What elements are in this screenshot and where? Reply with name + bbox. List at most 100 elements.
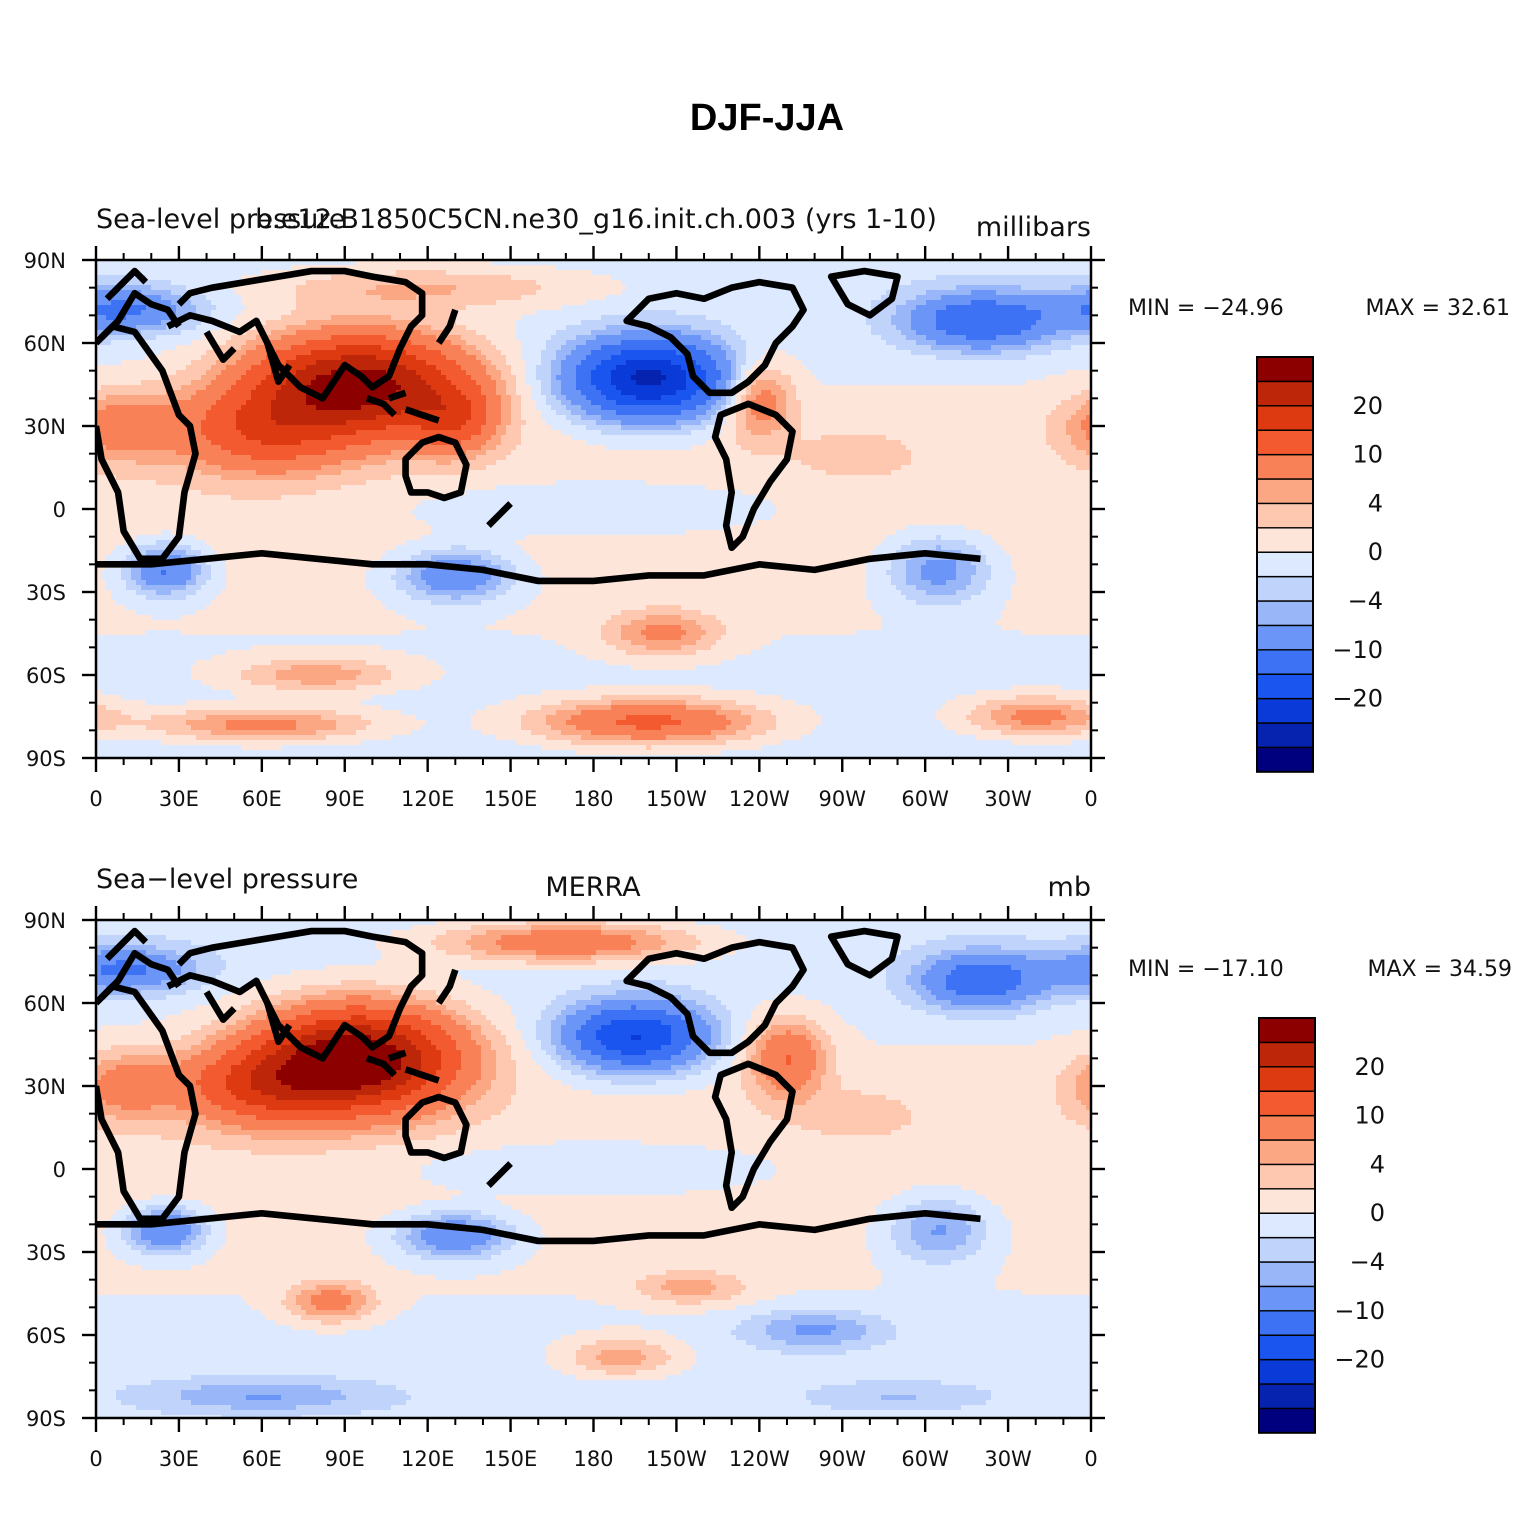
field-cell <box>1021 980 1091 986</box>
field-cell <box>871 1345 1091 1351</box>
field-cell <box>266 1315 302 1321</box>
field-cell <box>956 1200 992 1206</box>
field-cell <box>596 385 617 391</box>
field-cell <box>181 1010 232 1016</box>
field-cell <box>426 345 462 351</box>
field-cell <box>416 1245 437 1251</box>
field-cell <box>866 580 892 586</box>
field-cell <box>151 1380 377 1386</box>
field-cell <box>366 1005 427 1011</box>
field-cell <box>376 1295 422 1301</box>
field-cell <box>381 645 567 651</box>
field-cell <box>316 475 392 481</box>
field-cell <box>421 685 587 691</box>
field-cell <box>306 280 537 286</box>
field-cell <box>1086 450 1091 456</box>
field-cell <box>221 1130 397 1136</box>
field-cell <box>596 1030 672 1036</box>
field-cell <box>421 725 472 731</box>
field-cell <box>516 385 532 391</box>
field-cell <box>1016 695 1057 701</box>
field-cell <box>411 1215 442 1221</box>
field-cell <box>181 385 207 391</box>
field-cell <box>771 1025 807 1031</box>
field-cell <box>251 1070 277 1076</box>
field-cell <box>801 1125 902 1131</box>
field-cell <box>521 435 572 441</box>
field-cell <box>1046 415 1072 421</box>
field-cell <box>526 375 537 381</box>
field-cell <box>101 1075 202 1081</box>
field-cell <box>841 1075 1057 1081</box>
field-cell <box>566 340 587 346</box>
field-cell <box>236 425 387 431</box>
field-cell <box>661 1045 687 1051</box>
field-cell <box>96 425 202 431</box>
field-cell <box>1011 1220 1091 1226</box>
field-cell <box>416 370 442 376</box>
field-cell <box>376 1290 642 1296</box>
field-cell <box>816 375 1047 381</box>
field-cell <box>291 1325 372 1331</box>
field-cell <box>991 570 1017 576</box>
field-cell <box>581 985 692 991</box>
field-cell <box>96 360 122 366</box>
field-cell <box>96 970 102 976</box>
field-cell <box>206 415 237 421</box>
field-cell <box>606 660 722 666</box>
field-cell <box>481 350 502 356</box>
field-cell <box>761 1000 822 1006</box>
field-cell <box>111 1045 192 1051</box>
field-cell <box>246 370 272 376</box>
field-cell <box>631 1005 637 1011</box>
field-cell <box>866 1240 897 1246</box>
field-cell <box>216 345 242 351</box>
field-cell <box>616 990 657 996</box>
field-cell <box>226 1220 377 1226</box>
field-cell <box>231 350 247 356</box>
field-cell <box>436 920 527 926</box>
field-cell <box>706 380 717 386</box>
field-cell <box>416 355 447 361</box>
field-cell <box>776 400 787 406</box>
field-cell <box>276 1075 392 1081</box>
field-cell <box>276 420 347 426</box>
field-cell <box>481 1060 497 1066</box>
field-cell <box>786 1340 842 1346</box>
field-cell <box>726 395 732 401</box>
field-cell <box>1011 555 1091 561</box>
field-cell <box>416 1045 437 1051</box>
field-cell <box>331 275 512 281</box>
field-cell <box>746 370 757 376</box>
field-cell <box>511 415 522 421</box>
field-cell <box>211 545 397 551</box>
field-cell <box>756 370 782 376</box>
field-cell <box>666 1270 717 1276</box>
field-cell <box>136 545 192 551</box>
field-cell <box>601 630 622 636</box>
field-cell <box>201 430 242 436</box>
field-cell <box>356 260 492 266</box>
field-cell <box>566 1005 587 1011</box>
y-tick-label: 90S <box>26 1407 66 1431</box>
field-cell <box>791 1315 837 1321</box>
field-cell <box>311 350 407 356</box>
field-cell <box>571 435 717 441</box>
field-cell <box>606 395 637 401</box>
field-cell <box>441 1050 462 1056</box>
field-cell <box>216 550 387 556</box>
field-cell <box>371 720 427 726</box>
field-cell <box>386 1320 742 1326</box>
field-cell <box>736 1325 767 1331</box>
field-cell <box>531 395 547 401</box>
field-cell <box>866 1325 897 1331</box>
field-cell <box>96 1025 102 1031</box>
field-cell <box>176 1105 222 1111</box>
y-tick-label: 60S <box>26 664 66 688</box>
field-cell <box>1011 740 1072 746</box>
field-cell <box>1001 730 1082 736</box>
field-cell <box>941 1005 1022 1011</box>
field-cell <box>336 680 382 686</box>
field-cell <box>386 1260 527 1266</box>
field-cell <box>641 1360 667 1366</box>
